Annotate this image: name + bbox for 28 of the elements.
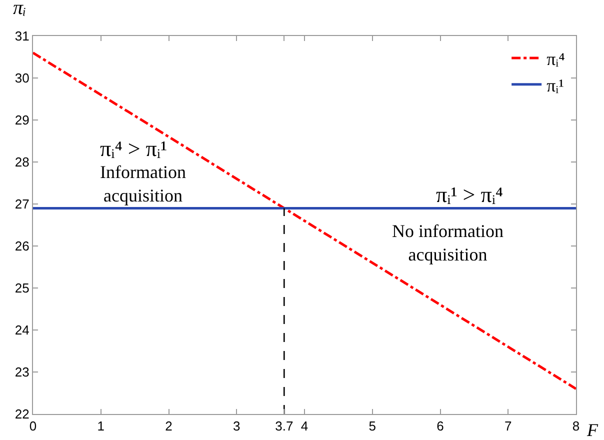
x-tick-label: 4 — [300, 418, 308, 434]
y-tick-label: 29 — [14, 112, 30, 128]
annotation: πᵢ⁴ > πᵢ¹ — [100, 136, 168, 161]
y-tick-label: 27 — [14, 196, 30, 212]
legend-label: πᵢ⁴ — [546, 49, 565, 69]
legend-label: πᵢ¹ — [546, 75, 564, 96]
y-tick-label: 26 — [14, 238, 30, 254]
x-tick-label: 5 — [368, 418, 376, 434]
y-tick-label: 30 — [14, 70, 30, 86]
y-tick-label: 28 — [14, 154, 30, 170]
y-tick-label: 31 — [14, 28, 30, 44]
x-tick-label: 1 — [97, 418, 104, 434]
y-axis-title: πᵢ — [13, 0, 26, 19]
x-tick-label: 7 — [504, 418, 512, 434]
y-tick-label: 24 — [14, 322, 30, 338]
y-tick-label: 25 — [14, 280, 30, 296]
x-tick-label: 3 — [233, 418, 240, 434]
x-tick-label: 8 — [572, 418, 580, 434]
x-tick-label: 6 — [436, 418, 444, 434]
annotation: No information acquisition — [392, 221, 504, 264]
x-tick-label: 2 — [165, 418, 172, 434]
x-axis-title: F — [586, 420, 599, 440]
x-tick-label: 3.7 — [275, 418, 294, 434]
annotation: πᵢ¹ > πᵢ⁴ — [436, 182, 504, 207]
annotation: Information acquisition — [100, 162, 186, 206]
x-tick-label: 0 — [29, 418, 37, 434]
y-tick-label: 23 — [14, 364, 30, 380]
y-tick-label: 22 — [14, 406, 30, 422]
